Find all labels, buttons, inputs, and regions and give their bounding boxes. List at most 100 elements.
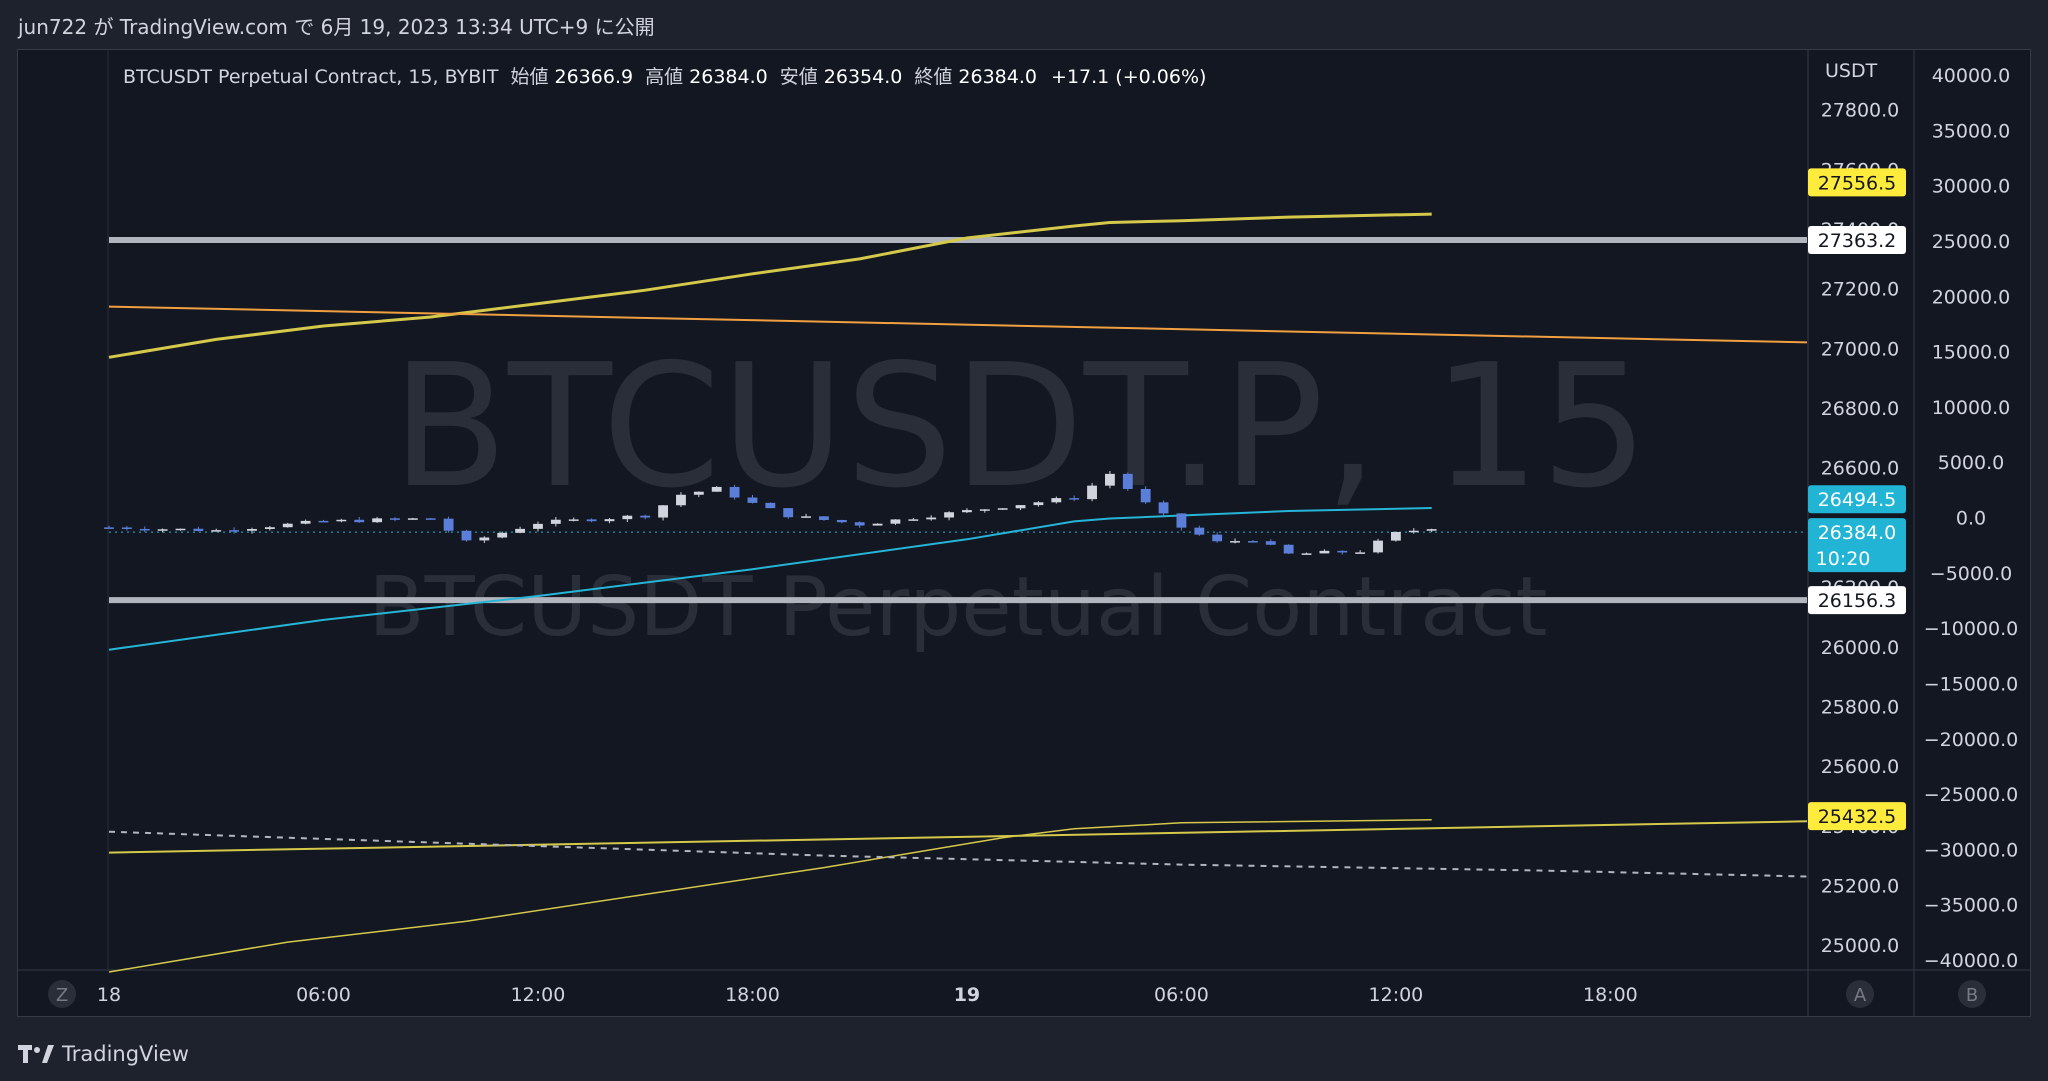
- candle-body-47: [944, 512, 954, 518]
- candle-body-26: [568, 519, 579, 521]
- auto-scale-button[interactable]: A: [1846, 980, 1874, 1008]
- ohlc-legend: BTCUSDT Perpetual Contract, 15, BYBIT 始値…: [123, 62, 1206, 89]
- candle-body-46: [926, 517, 937, 520]
- candle-body-53: [1051, 498, 1062, 503]
- candle-body-73: [1408, 530, 1419, 533]
- candle-body-33: [693, 491, 704, 495]
- candle-body-32: [676, 494, 686, 506]
- candle-body-49: [979, 509, 990, 511]
- zoom-button[interactable]: Z: [48, 980, 76, 1008]
- indicator-line-2: [108, 507, 1432, 651]
- legend-close: 26384.0: [958, 66, 1037, 88]
- time-tick-5: 06:00: [1154, 984, 1209, 1006]
- secondary-tick-12: −20000.0: [1924, 729, 2019, 751]
- legend-open: 26366.9: [554, 66, 634, 88]
- price-label-bg-2: [1808, 485, 1906, 514]
- candle-body-63: [1230, 541, 1240, 543]
- candle-body-64: [1248, 541, 1258, 543]
- watermark-description: BTCUSDT Perpetual Contract: [368, 560, 1547, 655]
- candle-body-6: [211, 530, 222, 532]
- candle-body-34: [711, 486, 722, 492]
- candle-body-21: [479, 537, 490, 541]
- price-tick-3: 27200.0: [1821, 279, 1900, 301]
- secondary-tick-13: −25000.0: [1924, 784, 2019, 806]
- legend-low-label: 安値: [779, 66, 818, 88]
- secondary-tick-4: 20000.0: [1932, 286, 2011, 308]
- candle-body-66: [1283, 544, 1294, 554]
- footer-brand[interactable]: TradingView: [18, 1038, 189, 1070]
- price-label-3: 26384.0: [1818, 522, 1897, 544]
- secondary-axis[interactable]: 40000.0 35000.0 30000.0 25000.0 20000.0 15000…: [1924, 65, 2019, 972]
- secondary-tick-2: 30000.0: [1932, 176, 2011, 198]
- price-tick-11: 25600.0: [1821, 756, 1900, 778]
- secondary-scale-button[interactable]: B: [1958, 980, 1986, 1008]
- price-labels: 27556.5 27363.2 26494.5 26384.0 10:20 26156.3…: [1808, 168, 1906, 831]
- time-axis[interactable]: 18 06:00 12:00 18:00 19 06:00 12:00 18:00: [97, 984, 1638, 1006]
- secondary-tick-5: 15000.0: [1932, 342, 2011, 364]
- candle-body-45: [908, 519, 919, 521]
- candle-body-28: [604, 519, 615, 522]
- candle-body-44: [890, 519, 901, 524]
- candle-body-10: [282, 523, 293, 528]
- indicator-line-5: [108, 830, 1808, 878]
- candle-body-20: [461, 530, 472, 541]
- candle-body-51: [1015, 505, 1026, 509]
- indicator-line-3: [108, 820, 1808, 854]
- candle-body-14: [354, 519, 365, 523]
- candle-body-52: [1033, 502, 1044, 506]
- secondary-tick-9: −5000.0: [1930, 563, 2012, 585]
- candle-body-27: [586, 519, 597, 522]
- candle-body-65: [1265, 541, 1276, 545]
- candle-body-17: [407, 518, 418, 520]
- candle-body-11: [300, 520, 311, 524]
- chart-frame[interactable]: [17, 49, 2031, 1017]
- indicator-line-4: [108, 819, 1432, 973]
- candle-body-43: [872, 523, 883, 526]
- currency-label: USDT: [1825, 60, 1878, 82]
- candle-body-2: [139, 528, 150, 531]
- time-tick-3: 18:00: [725, 984, 780, 1006]
- published-header: jun722 が TradingView.com で 6月 19, 2023 1…: [0, 0, 2048, 50]
- candle-body-16: [390, 518, 400, 520]
- secondary-tick-16: −40000.0: [1924, 950, 2019, 972]
- candle-body-31: [658, 505, 668, 518]
- tradingview-logo-icon: [18, 1045, 54, 1063]
- price-label-countdown: 10:20: [1816, 548, 1871, 570]
- svg-text:Z: Z: [56, 985, 68, 1006]
- candle-body-36: [747, 497, 758, 503]
- candle-body-56: [1105, 473, 1115, 486]
- candle-body-69: [1337, 550, 1348, 553]
- price-label-bg-3: [1808, 518, 1906, 573]
- secondary-tick-14: −30000.0: [1924, 839, 2019, 861]
- footer-brand-text: TradingView: [62, 1042, 189, 1066]
- secondary-tick-10: −10000.0: [1924, 618, 2019, 640]
- legend-change: +17.1 (+0.06%): [1051, 66, 1207, 88]
- secondary-tick-11: −15000.0: [1924, 673, 2019, 695]
- candle-body-42: [854, 522, 865, 526]
- candle-body-37: [765, 502, 776, 509]
- candle-body-70: [1355, 552, 1366, 554]
- price-tick-4: 27000.0: [1821, 338, 1900, 360]
- legend-high: 26384.0: [689, 66, 768, 88]
- indicator-line-0: [108, 212, 1432, 359]
- time-tick-0: 18: [97, 984, 121, 1006]
- svg-text:B: B: [1966, 985, 1978, 1006]
- candle-body-13: [336, 519, 347, 522]
- price-label-4: 26156.3: [1818, 590, 1897, 612]
- price-label-bg-4: [1808, 586, 1906, 615]
- price-tick-10: 25800.0: [1821, 696, 1900, 718]
- candle-body-30: [640, 515, 651, 518]
- candle-body-61: [1194, 527, 1205, 535]
- candle-body-12: [318, 520, 329, 523]
- price-tick-0: 27800.0: [1821, 100, 1900, 122]
- legend-symbol: BTCUSDT Perpetual Contract, 15, BYBIT: [123, 66, 499, 88]
- candle-body-60: [1176, 513, 1187, 528]
- price-label-2: 26494.5: [1818, 489, 1897, 511]
- price-tick-9: 26000.0: [1821, 637, 1900, 659]
- candle-body-18: [425, 518, 436, 520]
- candles: [104, 470, 1437, 555]
- price-label-bg-1: [1808, 226, 1906, 255]
- candle-body-23: [515, 528, 526, 533]
- candle-body-24: [533, 523, 543, 529]
